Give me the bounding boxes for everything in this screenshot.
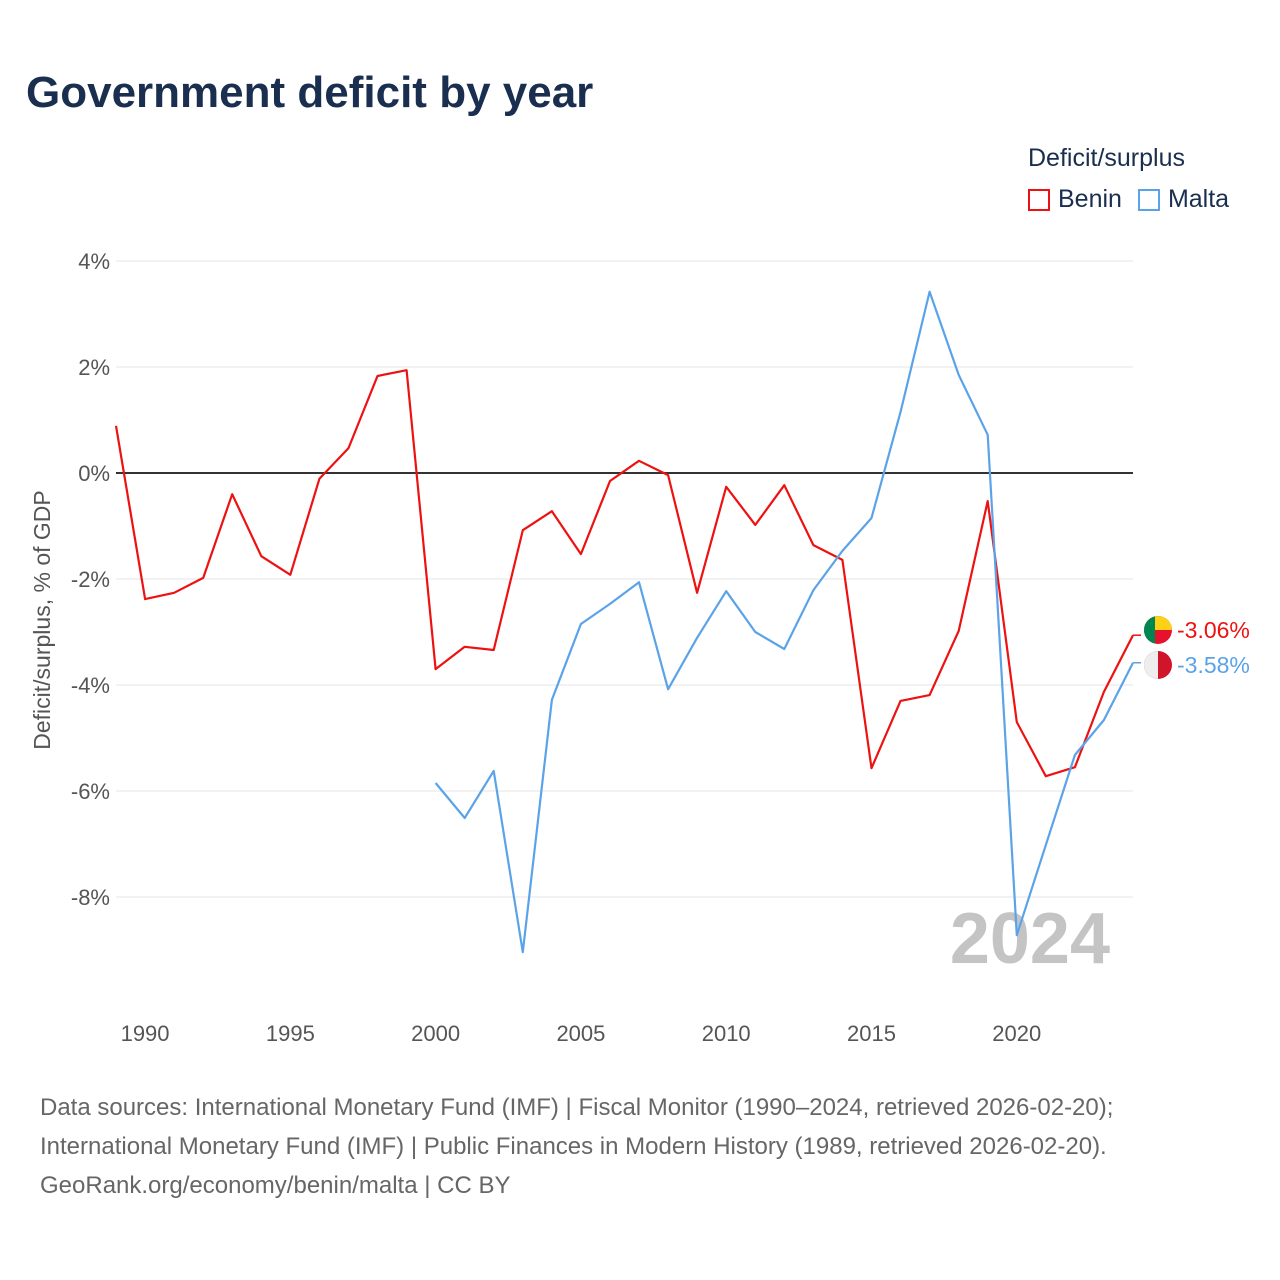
source-link[interactable]: GeoRank.org/economy/benin/malta | CC BY bbox=[40, 1172, 511, 1199]
x-tick-label: 2015 bbox=[847, 1021, 896, 1046]
legend-item-benin[interactable]: Benin bbox=[1028, 185, 1122, 214]
series-line-malta bbox=[434, 290, 1134, 954]
y-tick-label: -8% bbox=[71, 885, 110, 910]
year-watermark: 2024 bbox=[950, 899, 1110, 979]
source-line-1: Data sources: International Monetary Fun… bbox=[40, 1094, 1114, 1121]
x-tick-label: 1995 bbox=[266, 1021, 315, 1046]
x-tick-label: 2020 bbox=[992, 1021, 1041, 1046]
legend-label-benin: Benin bbox=[1058, 185, 1122, 213]
flag-benin-icon bbox=[1144, 616, 1172, 644]
chart-title: Government deficit by year bbox=[26, 68, 594, 117]
y-axis-label: Deficit/surplus, % of GDP bbox=[29, 490, 55, 749]
legend-label-malta: Malta bbox=[1167, 185, 1230, 213]
x-tick-label: 2010 bbox=[702, 1021, 751, 1046]
x-tick-label: 2005 bbox=[556, 1021, 605, 1046]
y-tick-label: 4% bbox=[78, 249, 110, 274]
y-tick-label: -4% bbox=[71, 673, 110, 698]
end-label-malta: -3.58% bbox=[1177, 652, 1250, 678]
x-tick-label: 2000 bbox=[411, 1021, 460, 1046]
legend-swatch-malta bbox=[1137, 188, 1160, 211]
x-tick-label: 1990 bbox=[121, 1021, 170, 1046]
series-line-benin bbox=[114, 369, 1134, 778]
y-tick-label: -2% bbox=[71, 567, 110, 592]
source-line-2: International Monetary Fund (IMF) | Publ… bbox=[40, 1133, 1107, 1160]
y-tick-label: -6% bbox=[71, 779, 110, 804]
flag-malta-icon bbox=[1144, 651, 1172, 679]
footer: Data sources: International Monetary Fun… bbox=[40, 1088, 1113, 1205]
legend-item-malta[interactable]: Malta bbox=[1137, 185, 1230, 214]
y-tick-label: 2% bbox=[78, 355, 110, 380]
y-tick-label: 0% bbox=[78, 461, 110, 486]
plot-area: 4% 2% 0% -2% -4% -6% -8% 1990 1995 2000 2005 2010 20… bbox=[29, 249, 1250, 1046]
end-label-benin: -3.06% bbox=[1177, 617, 1250, 643]
legend: Deficit/surplus Benin Malta bbox=[1028, 144, 1245, 218]
legend-title: Deficit/surplus bbox=[1028, 144, 1185, 172]
legend-swatch-benin bbox=[1028, 188, 1050, 211]
